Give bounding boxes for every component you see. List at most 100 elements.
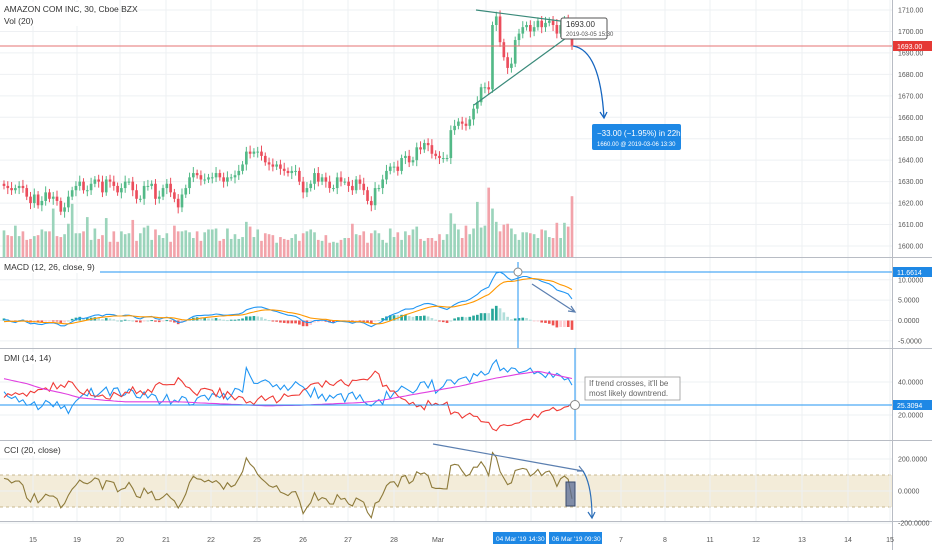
candle-93: [354, 179, 358, 191]
candle-2: [10, 188, 13, 191]
macd-hist-97: [369, 320, 373, 324]
candle-32: [123, 181, 127, 189]
volume-bar-96: [366, 242, 369, 257]
macd-hist-57: [218, 318, 222, 321]
volume-bar-38: [146, 225, 150, 257]
macd-hist-106: [404, 314, 407, 321]
volume-bar-128: [487, 187, 491, 257]
macd-hist-122: [464, 317, 468, 321]
candle-57: [218, 173, 222, 178]
projection-arrow-head: [599, 111, 608, 120]
macd-hist-17: [67, 320, 70, 322]
macd-hist-127: [483, 313, 487, 321]
candle-107: [407, 155, 411, 163]
candle-43: [165, 183, 169, 189]
macd-hist-103: [392, 315, 396, 321]
volume-bar-35: [135, 240, 138, 257]
volume-bar-50: [192, 238, 195, 257]
price-tick-5: 1660.00: [898, 115, 923, 122]
volume-bar-40: [154, 229, 157, 257]
macd-hist-52: [199, 318, 203, 321]
volume-bar-27: [104, 218, 108, 257]
volume-bar-69: [263, 233, 267, 257]
cci-tick-2: -200.0000: [898, 521, 930, 528]
macd-hist-145: [551, 320, 555, 326]
volume-bar-22: [85, 217, 89, 257]
candle-46: [176, 198, 180, 208]
macd-hist-129: [491, 308, 494, 321]
volume-bar-112: [426, 238, 430, 257]
candle-92: [351, 185, 354, 191]
volume-bar-59: [226, 228, 229, 257]
cci-arrow-curve: [582, 470, 593, 519]
macd-hist-83: [316, 320, 320, 323]
volume-bar-45: [173, 225, 176, 257]
volume-bar-148: [563, 222, 566, 257]
time-tick-15: 11: [706, 537, 713, 544]
candle-13: [51, 196, 55, 199]
candle-44: [169, 183, 172, 193]
candle-68: [260, 151, 263, 156]
candle-66: [252, 151, 256, 154]
volume-bar-102: [388, 228, 392, 257]
time-tick-13: 7: [619, 537, 623, 544]
volume-bar-12: [48, 231, 51, 257]
svg-text:2019-03-05 15:30: 2019-03-05 15:30: [566, 32, 614, 38]
macd-hist-16: [63, 320, 66, 323]
macd-hist-115: [438, 320, 441, 322]
macd-tick-2: 0.0000: [898, 318, 920, 325]
macd-hist-68: [260, 317, 263, 321]
candle-87: [332, 188, 335, 190]
projection-arrow: [572, 45, 605, 119]
macd-hist-75: [286, 320, 290, 324]
volume-bar-129: [491, 208, 494, 257]
dmi-plus-line: [3, 358, 573, 415]
candle-136: [517, 33, 521, 41]
candle-69: [263, 155, 267, 163]
candle-12: [48, 192, 51, 199]
volume-bar-14: [55, 236, 59, 257]
volume-bar-33: [127, 233, 131, 257]
candle-139: [529, 25, 532, 32]
projection-label: −33.00 (−1.95%) in 22h 1660.00 @ 2019-03…: [592, 124, 681, 150]
candle-110: [419, 147, 422, 150]
volume-bar-62: [237, 238, 241, 257]
candle-96: [366, 190, 369, 201]
time-tick-17: 13: [798, 537, 806, 544]
volume-bar-120: [457, 229, 460, 257]
candle-51: [195, 173, 199, 176]
macd-hist-71: [271, 320, 275, 322]
volume-bar-105: [400, 239, 403, 257]
candle-105: [400, 158, 403, 171]
time-tick-6: 26: [299, 537, 307, 544]
volume-bar-87: [332, 241, 335, 257]
volume-bar-115: [438, 234, 441, 257]
macd-hist-134: [510, 319, 513, 321]
volume-bar-114: [434, 240, 438, 257]
candle-144: [547, 20, 551, 23]
macd-hist-149: [566, 320, 570, 328]
volume-bar-73: [279, 237, 282, 257]
candle-104: [396, 166, 400, 171]
volume-bar-111: [422, 240, 426, 257]
time-tick-19: 15: [886, 537, 894, 544]
volume-bar-82: [313, 232, 316, 257]
candle-10: [40, 200, 44, 206]
macd-hist-28: [108, 318, 112, 321]
volume-bar-54: [207, 229, 210, 257]
candle-143: [544, 22, 547, 28]
volume-bar-85: [324, 235, 328, 257]
time-tick-1: 19: [73, 537, 81, 544]
candle-62: [237, 170, 241, 176]
candle-33: [127, 181, 131, 183]
macd-hist-11: [44, 320, 47, 322]
volume-bar-58: [222, 238, 225, 257]
candle-58: [222, 177, 225, 182]
price-tick-6: 1650.00: [898, 136, 923, 143]
macd-hist-40: [154, 320, 157, 322]
macd-tick-0: 10.0000: [898, 277, 923, 284]
candle-135: [513, 40, 517, 64]
volume-bar-137: [521, 232, 525, 257]
volume-bar-92: [351, 223, 354, 257]
candle-120: [457, 121, 460, 126]
